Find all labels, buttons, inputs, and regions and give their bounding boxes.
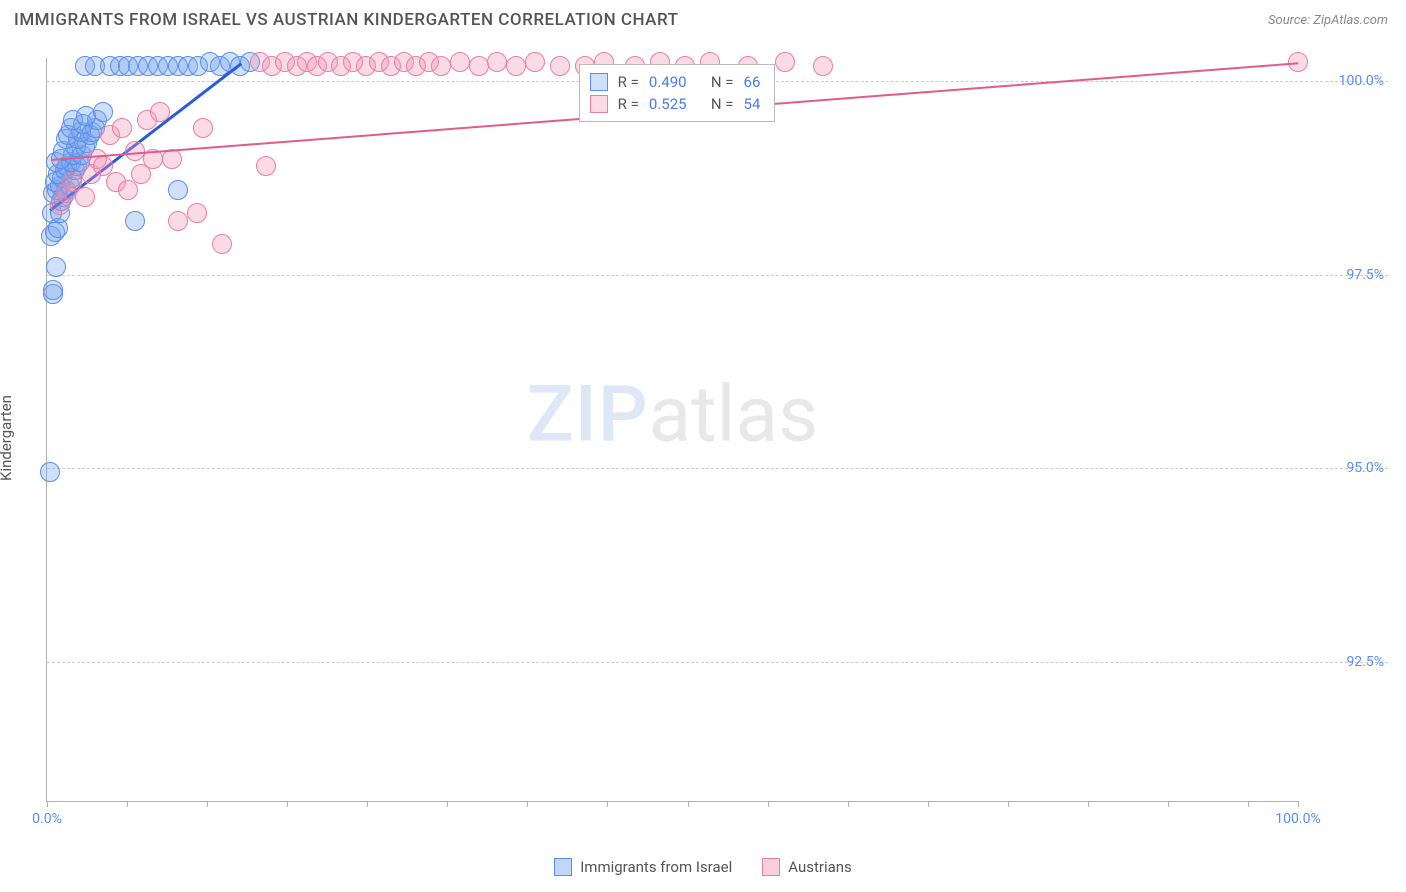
scatter-point: [93, 102, 113, 122]
watermark: ZIPatlas: [527, 369, 819, 460]
legend-r-value: 0.490: [649, 73, 701, 91]
scatter-point: [150, 102, 170, 122]
scatter-point: [212, 234, 232, 254]
legend-swatch: [590, 95, 608, 113]
gridline: [47, 662, 1388, 663]
legend-swatch: [762, 858, 780, 876]
scatter-point: [125, 141, 145, 161]
scatter-point: [43, 280, 63, 300]
source-attribution: Source: ZipAtlas.com: [1268, 13, 1388, 28]
scatter-point: [487, 52, 507, 72]
plot-area: ZIPatlas 92.5%95.0%97.5%100.0%0.0%100.0%…: [46, 58, 1298, 802]
scatter-point: [775, 52, 795, 72]
x-tick: [1168, 801, 1169, 807]
scatter-point: [550, 56, 570, 76]
scatter-point: [813, 56, 833, 76]
x-tick: [1298, 801, 1299, 807]
scatter-point: [168, 211, 188, 231]
x-tick: [1088, 801, 1089, 807]
bottom-legend-item: Immigrants from Israel: [554, 858, 732, 876]
scatter-point: [525, 52, 545, 72]
legend-row: R = 0.525 N = 54: [590, 93, 761, 115]
legend-swatch: [554, 858, 572, 876]
x-tick: [768, 801, 769, 807]
legend-r-label: R =: [618, 73, 639, 91]
gridline: [47, 468, 1388, 469]
scatter-point: [193, 118, 213, 138]
legend-n-value: 54: [744, 95, 761, 113]
chart-header: IMMIGRANTS FROM ISRAEL VS AUSTRIAN KINDE…: [0, 0, 1406, 36]
chart-container: Kindergarten ZIPatlas 92.5%95.0%97.5%100…: [14, 44, 1388, 832]
scatter-point: [125, 211, 145, 231]
scatter-point: [431, 56, 451, 76]
legend-n-label: N =: [711, 95, 734, 113]
correlation-legend: R = 0.490 N = 66 R = 0.525 N = 54: [579, 64, 776, 122]
y-axis-title: Kindergarten: [0, 395, 15, 481]
scatter-point: [75, 187, 95, 207]
legend-n-value: 66: [744, 73, 761, 91]
x-tick: [207, 801, 208, 807]
y-tick-label: 100.0%: [1304, 73, 1384, 89]
scatter-point: [469, 56, 489, 76]
x-tick: [287, 801, 288, 807]
chart-title: IMMIGRANTS FROM ISRAEL VS AUSTRIAN KINDE…: [14, 10, 678, 30]
scatter-point: [46, 257, 66, 277]
scatter-point: [450, 52, 470, 72]
bottom-legend-item: Austrians: [762, 858, 852, 876]
scatter-point: [256, 156, 276, 176]
legend-swatch: [590, 73, 608, 91]
x-tick: [928, 801, 929, 807]
bottom-legend-label: Austrians: [788, 858, 852, 876]
x-tick: [447, 801, 448, 807]
bottom-legend: Immigrants from Israel Austrians: [0, 858, 1406, 876]
legend-r-label: R =: [618, 95, 639, 113]
scatter-point: [112, 118, 132, 138]
legend-row: R = 0.490 N = 66: [590, 71, 761, 93]
watermark-part2: atlas: [649, 369, 819, 460]
scatter-point: [187, 203, 207, 223]
x-tick: [1008, 801, 1009, 807]
y-tick-label: 97.5%: [1304, 267, 1384, 283]
x-tick: [47, 801, 48, 807]
legend-r-value: 0.525: [649, 95, 701, 113]
x-tick-label: 100.0%: [1275, 811, 1320, 827]
x-tick: [127, 801, 128, 807]
bottom-legend-label: Immigrants from Israel: [580, 858, 732, 876]
x-tick-label: 0.0%: [32, 811, 62, 827]
scatter-point: [40, 462, 60, 482]
y-tick-label: 95.0%: [1304, 460, 1384, 476]
x-tick: [607, 801, 608, 807]
x-tick: [1248, 801, 1249, 807]
x-tick: [527, 801, 528, 807]
scatter-point: [506, 56, 526, 76]
legend-n-label: N =: [711, 73, 734, 91]
x-tick: [688, 801, 689, 807]
x-tick: [848, 801, 849, 807]
x-tick: [367, 801, 368, 807]
watermark-part1: ZIP: [527, 369, 649, 460]
scatter-point: [168, 180, 188, 200]
gridline: [47, 275, 1388, 276]
y-tick-label: 92.5%: [1304, 654, 1384, 670]
